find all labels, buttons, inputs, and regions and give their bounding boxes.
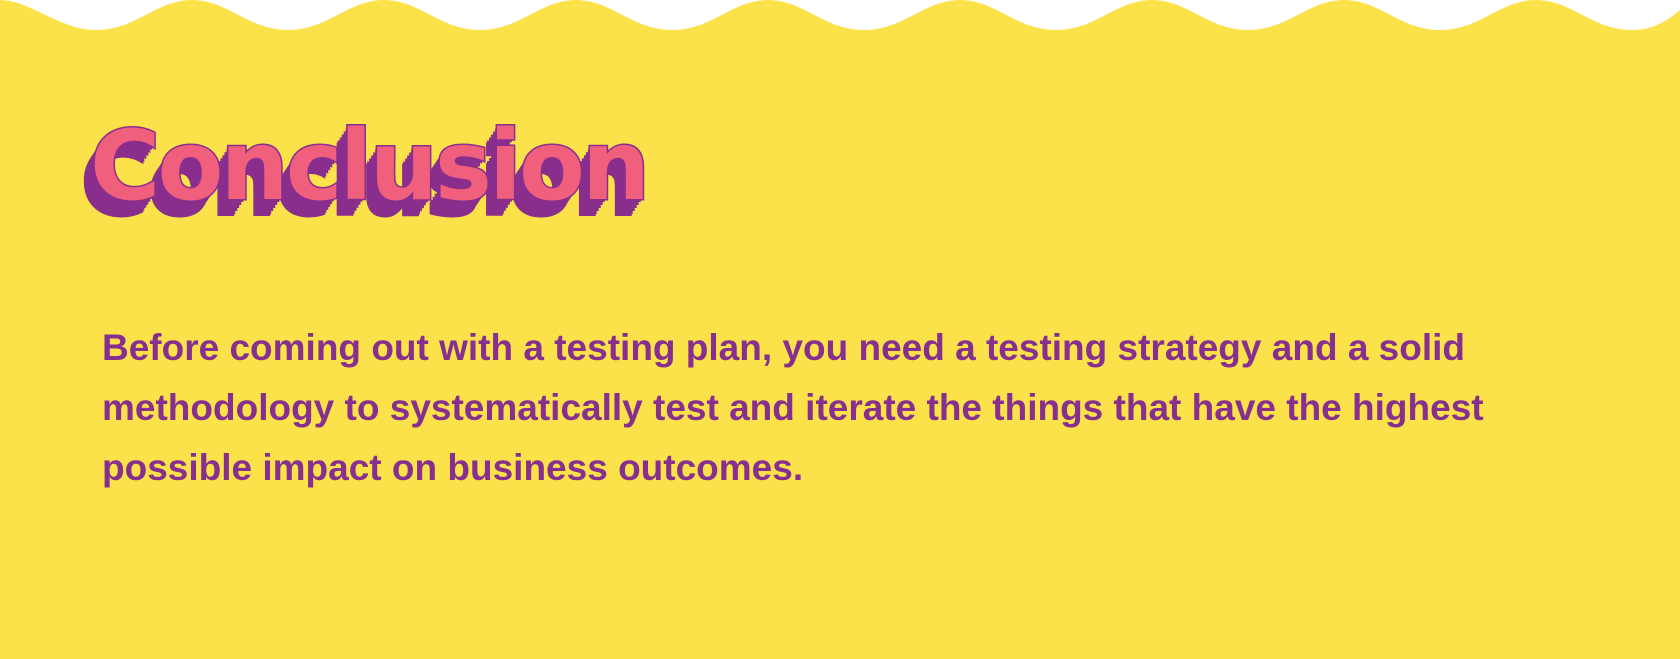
conclusion-paragraph: Before coming out with a testing plan, y…: [102, 327, 1484, 488]
slide-title: Conclusion: [88, 110, 651, 222]
